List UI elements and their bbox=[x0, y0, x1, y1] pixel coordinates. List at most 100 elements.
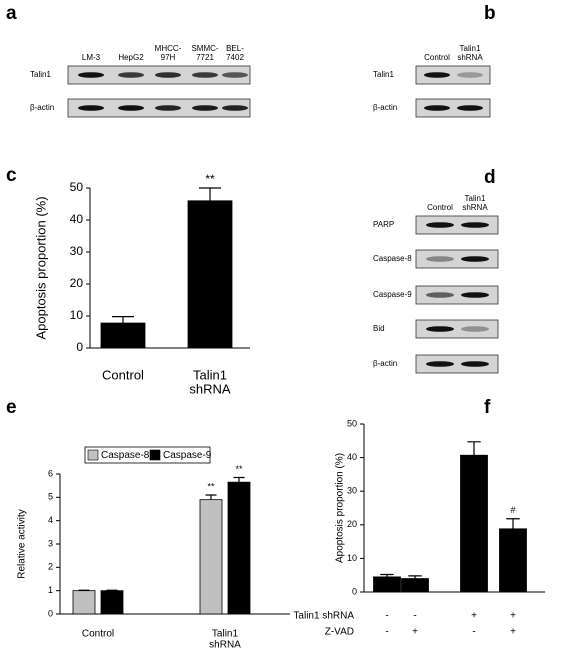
y-tick-label: 10 bbox=[347, 553, 357, 563]
y-tick-label: 4 bbox=[48, 515, 53, 525]
annotation: ** bbox=[205, 172, 215, 186]
y-tick-label: 40 bbox=[70, 212, 84, 226]
y-axis-label: Apoptosis proportion (%) bbox=[33, 196, 48, 339]
panel-label: f bbox=[484, 397, 491, 418]
y-tick-label: 0 bbox=[48, 608, 53, 618]
row-label: Caspase-9 bbox=[373, 290, 412, 299]
row-label: Talin1 bbox=[30, 70, 51, 79]
panel-label: a bbox=[6, 3, 17, 24]
bar bbox=[100, 590, 124, 615]
bar bbox=[227, 481, 251, 615]
y-tick-label: 0 bbox=[352, 586, 357, 596]
band bbox=[461, 222, 489, 228]
y-axis-label: Relative activity bbox=[17, 509, 28, 578]
panel-label: c bbox=[6, 165, 17, 186]
error-bar bbox=[467, 441, 481, 456]
band bbox=[222, 72, 248, 78]
row-label: β-actin bbox=[373, 359, 397, 368]
x-tick-label: Control bbox=[102, 367, 144, 382]
bar bbox=[199, 499, 223, 615]
y-tick-label: 1 bbox=[48, 585, 53, 595]
band bbox=[155, 72, 181, 78]
y-tick-label: 2 bbox=[48, 562, 53, 572]
band bbox=[461, 326, 489, 332]
lane-label: LM-3 bbox=[82, 53, 101, 62]
band bbox=[424, 105, 450, 111]
band bbox=[426, 256, 454, 262]
condition-sign: - bbox=[385, 611, 388, 622]
lane-label: shRNA bbox=[462, 203, 488, 212]
band bbox=[426, 361, 454, 367]
y-tick-label: 20 bbox=[347, 519, 357, 529]
blot-strip bbox=[415, 65, 491, 85]
error-bar bbox=[199, 187, 221, 201]
bar bbox=[100, 322, 146, 349]
panel-label: e bbox=[6, 397, 17, 418]
bar bbox=[401, 578, 429, 593]
y-tick-label: 50 bbox=[347, 418, 357, 428]
x-tick-label: shRNA bbox=[209, 640, 241, 651]
legend-swatch bbox=[149, 449, 161, 461]
band bbox=[78, 105, 104, 111]
legend-box bbox=[84, 446, 211, 464]
annotation: # bbox=[510, 505, 515, 515]
error-bar bbox=[205, 494, 217, 500]
legend-label: Caspase-8 bbox=[101, 450, 150, 461]
row-label: β-actin bbox=[373, 103, 397, 112]
blot-strip bbox=[415, 319, 499, 339]
band bbox=[426, 292, 454, 298]
lane-label: Control bbox=[427, 203, 453, 212]
x-tick-label: Talin1 bbox=[212, 629, 239, 640]
band bbox=[461, 256, 489, 262]
condition-sign: - bbox=[472, 627, 475, 638]
y-tick-label: 50 bbox=[70, 180, 84, 194]
y-tick-label: 0 bbox=[76, 340, 83, 354]
y-tick-label: 5 bbox=[48, 492, 53, 502]
band bbox=[118, 105, 144, 111]
annotation: ** bbox=[207, 481, 215, 491]
error-bar bbox=[408, 575, 422, 579]
lane-label: MHCC- bbox=[155, 44, 182, 53]
y-tick-label: 6 bbox=[48, 468, 53, 478]
lane-label: HepG2 bbox=[118, 53, 144, 62]
band bbox=[426, 222, 454, 228]
lane-label: 7721 bbox=[196, 53, 214, 62]
x-tick-label: Control bbox=[82, 629, 114, 640]
blot-strip bbox=[415, 285, 499, 305]
blot-strip bbox=[415, 249, 499, 269]
band bbox=[461, 361, 489, 367]
bar bbox=[499, 528, 527, 593]
lane-label: Talin1 bbox=[465, 194, 486, 203]
condition-sign: + bbox=[510, 611, 516, 622]
row-label: Bid bbox=[373, 324, 385, 333]
row-label: Caspase-8 bbox=[373, 254, 412, 263]
band bbox=[222, 105, 248, 111]
legend-label: Caspase-9 bbox=[163, 450, 212, 461]
y-tick-label: 10 bbox=[70, 308, 84, 322]
panel-label: d bbox=[484, 167, 496, 188]
lane-label: 7402 bbox=[226, 53, 244, 62]
blot-strip bbox=[415, 215, 499, 235]
band bbox=[118, 72, 144, 78]
row-label: β-actin bbox=[30, 103, 54, 112]
bar bbox=[72, 590, 96, 615]
x-tick-label: Talin1 bbox=[193, 367, 227, 382]
error-bar bbox=[233, 476, 245, 483]
lane-label: shRNA bbox=[457, 53, 483, 62]
y-axis-label: Apoptosis proportion (%) bbox=[335, 453, 346, 563]
error-bar bbox=[380, 573, 394, 577]
lane-label: SMMC- bbox=[191, 44, 218, 53]
lane-label: Control bbox=[424, 53, 450, 62]
condition-label: Z-VAD bbox=[325, 627, 354, 638]
y-tick-label: 3 bbox=[48, 538, 53, 548]
lane-label: 97H bbox=[161, 53, 176, 62]
x-tick-label: shRNA bbox=[189, 381, 231, 396]
condition-sign: + bbox=[471, 611, 477, 622]
lane-label: BEL- bbox=[226, 44, 244, 53]
condition-sign: - bbox=[413, 611, 416, 622]
band bbox=[192, 72, 218, 78]
panel-label: b bbox=[484, 3, 496, 24]
condition-sign: + bbox=[510, 627, 516, 638]
band bbox=[192, 105, 218, 111]
